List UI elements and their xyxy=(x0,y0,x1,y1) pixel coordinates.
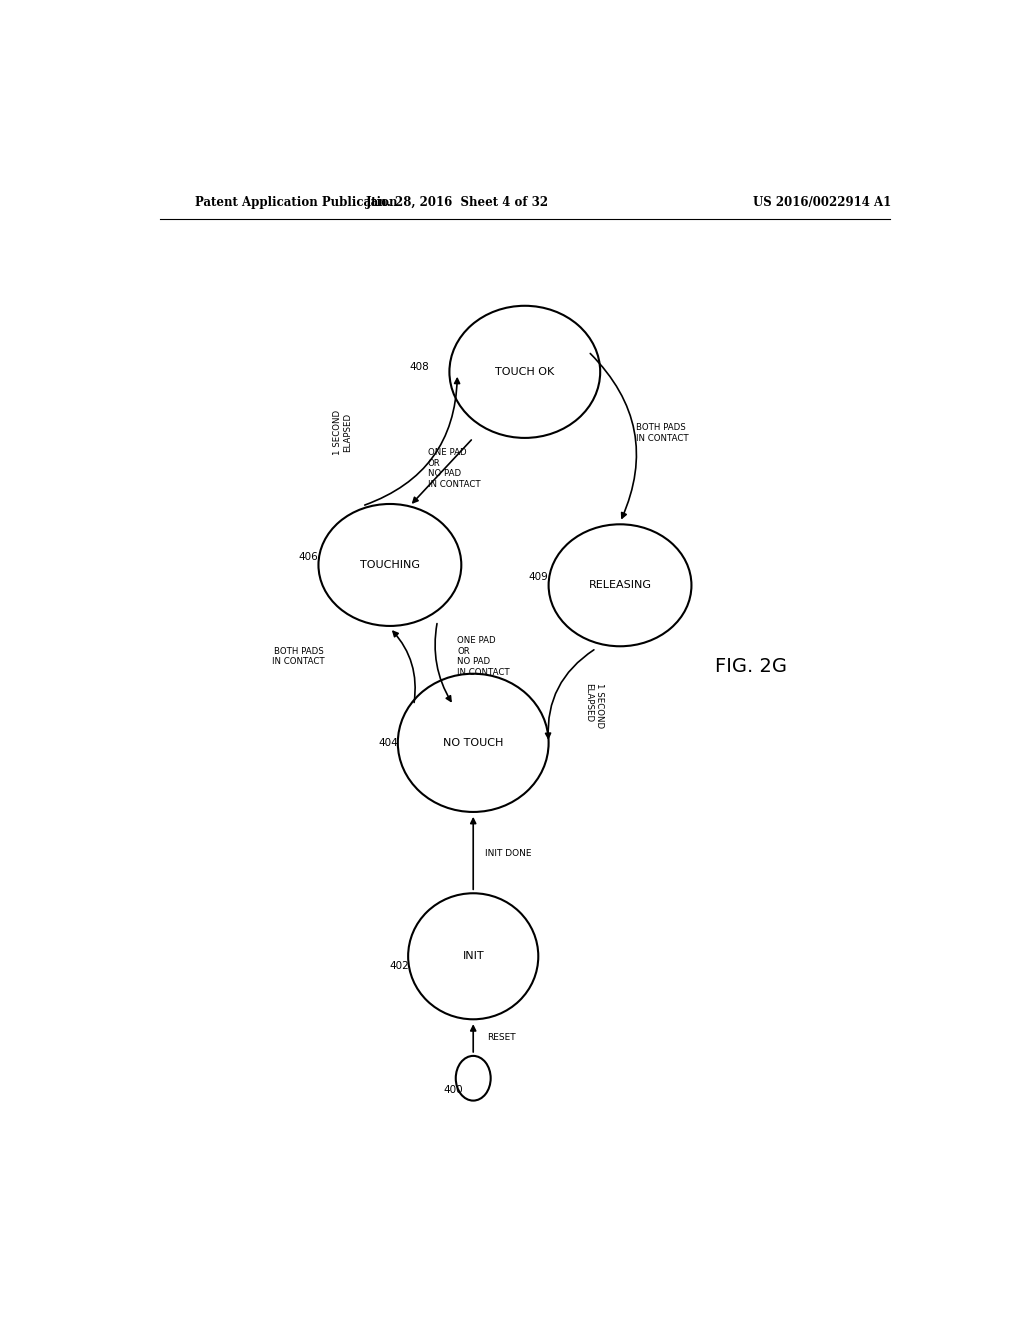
Text: BOTH PADS
IN CONTACT: BOTH PADS IN CONTACT xyxy=(636,424,688,442)
Ellipse shape xyxy=(397,673,549,812)
Text: TOUCHING: TOUCHING xyxy=(359,560,420,570)
Text: 1 SECOND
ELAPSED: 1 SECOND ELAPSED xyxy=(585,682,604,727)
Ellipse shape xyxy=(409,894,539,1019)
Text: 406: 406 xyxy=(299,552,318,562)
Text: BOTH PADS
IN CONTACT: BOTH PADS IN CONTACT xyxy=(272,647,325,667)
Text: RELEASING: RELEASING xyxy=(589,581,651,590)
Text: 400: 400 xyxy=(443,1085,463,1096)
Text: Jan. 28, 2016  Sheet 4 of 32: Jan. 28, 2016 Sheet 4 of 32 xyxy=(366,195,549,209)
Text: 402: 402 xyxy=(390,961,410,972)
Text: INIT: INIT xyxy=(463,952,484,961)
Text: 404: 404 xyxy=(378,738,397,748)
Text: Patent Application Publication: Patent Application Publication xyxy=(196,195,398,209)
Text: INIT DONE: INIT DONE xyxy=(485,849,531,858)
Ellipse shape xyxy=(318,504,461,626)
Text: 409: 409 xyxy=(528,572,549,582)
Text: NO TOUCH: NO TOUCH xyxy=(443,738,504,748)
Ellipse shape xyxy=(549,524,691,647)
Text: RESET: RESET xyxy=(486,1034,515,1041)
Text: FIG. 2G: FIG. 2G xyxy=(715,657,787,676)
Text: ONE PAD
OR
NO PAD
IN CONTACT: ONE PAD OR NO PAD IN CONTACT xyxy=(458,636,510,677)
Text: 1 SECOND
ELAPSED: 1 SECOND ELAPSED xyxy=(333,411,352,455)
Text: TOUCH OK: TOUCH OK xyxy=(496,367,554,376)
Text: ONE PAD
OR
NO PAD
IN CONTACT: ONE PAD OR NO PAD IN CONTACT xyxy=(428,449,480,488)
Text: US 2016/0022914 A1: US 2016/0022914 A1 xyxy=(754,195,892,209)
Ellipse shape xyxy=(450,306,600,438)
Text: 408: 408 xyxy=(410,362,429,372)
